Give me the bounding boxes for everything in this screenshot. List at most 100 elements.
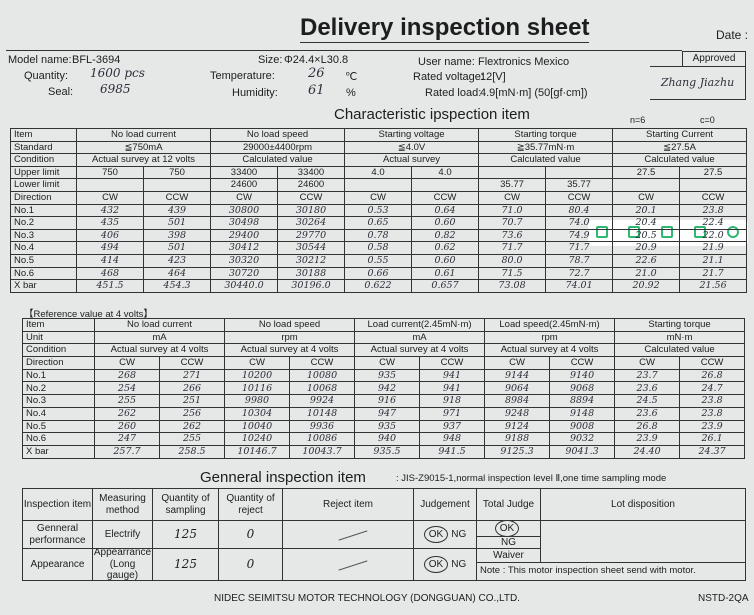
count-cell: 0 [218, 548, 283, 581]
table-cell: 257.7 [94, 444, 160, 459]
table-cell: 71.5 [478, 266, 547, 281]
row-label: No.5 [10, 253, 77, 268]
table-cell: 948 [419, 432, 486, 446]
table-cell: CW [484, 356, 551, 370]
row-label: No.6 [10, 266, 77, 281]
table-cell: 254 [94, 381, 160, 396]
table-cell: mA [93, 330, 226, 345]
table-cell: 30498 [210, 216, 279, 230]
table-row: No.3 255 251 9980 9924 916 918 8984 8894 24.5 23.8 [22, 394, 746, 408]
table-cell: 24600 [277, 178, 346, 192]
size: Φ24.4×L30.8 [284, 54, 349, 66]
row-label: No.5 [22, 419, 95, 434]
table-cell: 432 [76, 203, 144, 218]
table-cell: 10146.7 [224, 444, 291, 459]
table-cell: 78.7 [545, 253, 614, 268]
table-cell: 26.8 [679, 368, 746, 383]
table-cell: 30720 [210, 266, 279, 281]
model: BFL-3694 [72, 54, 121, 66]
row-label: Condition [10, 153, 77, 167]
table-cell: 33400 [277, 165, 346, 180]
table-row: Standard ≦750mA 29000±4400rpm ≦4.0V ≧35.77mN… [10, 140, 748, 155]
judgement: OK NG [413, 548, 477, 581]
table-cell: 21.7 [679, 266, 748, 281]
approved-sign: Zhang Jiazhu [650, 66, 746, 100]
row-item: Genneral performance [22, 520, 93, 549]
table-cell: 256 [158, 406, 226, 421]
table-cell: 468 [76, 266, 144, 281]
approved-label: Approved [682, 51, 746, 67]
table-cell: 750 [76, 165, 144, 180]
table-cell: 0.62 [411, 241, 480, 255]
row-label: No.2 [22, 381, 95, 396]
accept-c: c=0 [700, 115, 715, 125]
table-cell: 24.40 [614, 444, 681, 459]
user: Flextronics Mexico [478, 56, 570, 68]
row-label: No.4 [10, 241, 77, 255]
table-cell: 30264 [277, 216, 346, 230]
judgement-ok: OK [423, 555, 449, 574]
table-cell: 940 [354, 432, 421, 446]
table-row: No.6 468 464 30720 30188 0.66 0.61 71.5 72.7 21.0… [10, 266, 748, 281]
table-row: No.1 268 271 10200 10080 935 941 9144 9140 23.7 26… [22, 368, 746, 383]
table-cell: No load current [93, 318, 226, 332]
table-cell: 23.9 [614, 432, 681, 446]
table-cell: CCW [545, 190, 614, 205]
slash [338, 529, 368, 541]
row-label: No.4 [22, 406, 95, 421]
table-cell: 10116 [224, 381, 291, 396]
title: Delivery inspection sheet [300, 14, 590, 43]
table-cell: 0.60 [411, 216, 480, 230]
table-cell: CCW [549, 356, 616, 370]
table-cell: Actual survey at 4 volts [93, 343, 226, 358]
row-method: Electrify [92, 520, 153, 549]
humidity-unit: % [346, 87, 356, 99]
table-cell: 10080 [289, 368, 356, 383]
table-cell: Starting Current [612, 128, 748, 142]
table-cell: 247 [94, 432, 160, 446]
table-cell: 947 [354, 406, 421, 421]
table-cell: 23.6 [614, 381, 681, 396]
table-cell: 71.7 [478, 241, 547, 255]
quantity: 1600 pcs [90, 66, 145, 80]
table-cell: 35.77 [545, 178, 614, 192]
company: NIDEC SEIMITSU MOTOR TECHNOLOGY (DONGGUA… [214, 593, 520, 604]
table-cell: 971 [419, 406, 486, 421]
total-judge-ok: OK [494, 519, 520, 538]
table-cell: 10068 [289, 381, 356, 396]
table-row: Lower limit 24600 24600 35.77 35.77 [10, 178, 748, 192]
table-row: No.1 432 439 30800 30180 0.53 0.64 71.0 80.4 20.1… [10, 203, 748, 218]
table-cell: 423 [142, 253, 212, 268]
table-cell: 0.53 [344, 203, 413, 218]
table-cell: 260 [94, 419, 160, 434]
table-cell: 750 [142, 165, 212, 180]
table-cell: 464 [142, 266, 212, 281]
table-cell: 4.0 [411, 165, 480, 180]
table-cell: mN·m [614, 330, 746, 345]
table-cell: 20.9 [612, 241, 681, 255]
section-title: Characteristic ipspection item [334, 106, 530, 123]
table-cell [344, 178, 413, 192]
table-cell: 935 [354, 419, 421, 434]
table-cell: 10086 [289, 432, 356, 446]
total-waiver: Waiver [476, 548, 541, 563]
count-cell: 0 [218, 520, 283, 549]
table-cell: 74.9 [545, 228, 614, 243]
table-cell: 262 [158, 419, 226, 434]
table-cell: CW [354, 356, 421, 370]
table-cell: Actual survey at 12 volts [75, 153, 212, 167]
table-cell: CW [344, 190, 413, 205]
table-cell: Load speed(2.45mN·m) [484, 318, 616, 332]
table-cell: CCW [419, 356, 486, 370]
table-cell [679, 178, 748, 192]
table-row: Item No load current No load speed Load cur… [22, 318, 746, 332]
table-cell: 0.58 [344, 241, 413, 255]
table-cell: 10200 [224, 368, 291, 383]
table-cell: 10240 [224, 432, 291, 446]
table-row: No.2 254 266 10116 10068 942 941 9064 9068 23.6 24… [22, 381, 746, 396]
table-row: No.5 260 262 10040 9936 935 937 9124 9008 26.8 23.… [22, 419, 746, 434]
count-cell: 125 [152, 548, 219, 581]
table-cell: No load current [75, 128, 212, 142]
table-cell: 9144 [484, 368, 551, 383]
table-cell: 4.0 [344, 165, 413, 180]
